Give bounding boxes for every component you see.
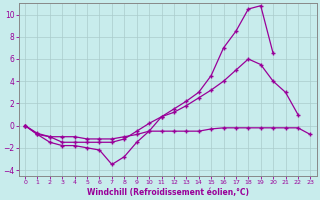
X-axis label: Windchill (Refroidissement éolien,°C): Windchill (Refroidissement éolien,°C) [87, 188, 249, 197]
